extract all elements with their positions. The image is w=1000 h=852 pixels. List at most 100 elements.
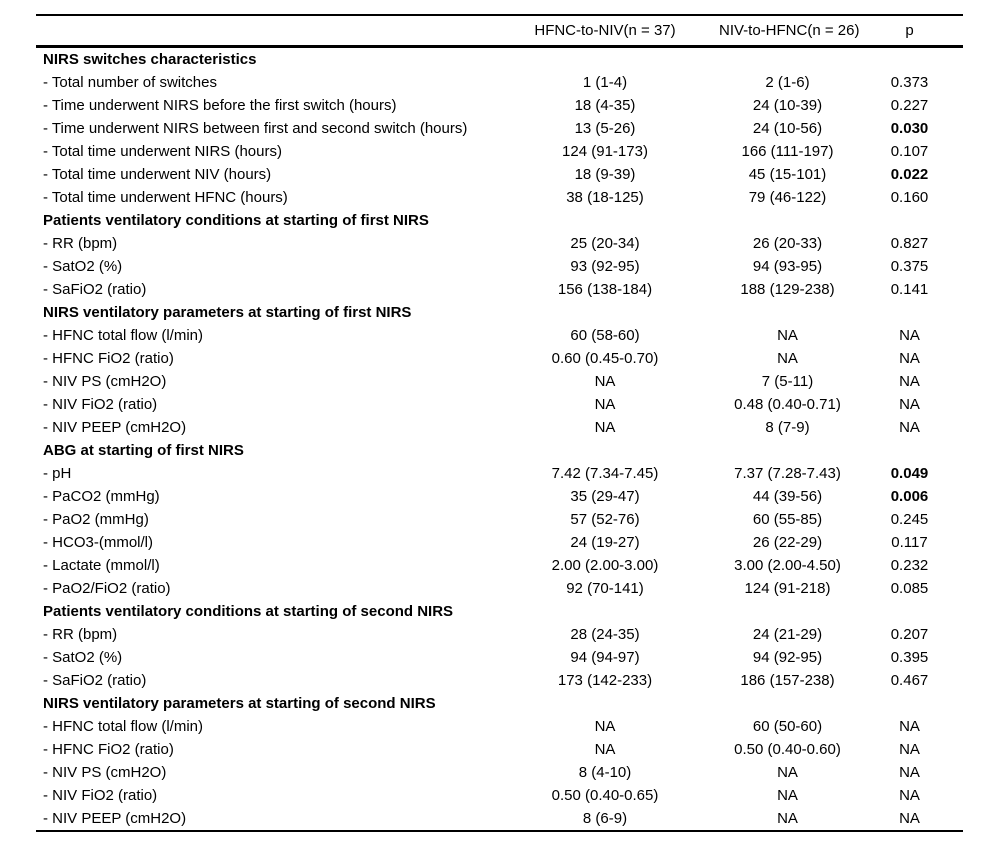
row-label: - RR (bpm) [43,626,118,643]
cell-niv-to-hfnc: 8 (7-9) [765,419,810,436]
table-row: - Total number of switches 1 (1-4) 2 (1-6)… [36,71,963,94]
table-row: - NIV PS (cmH2O) NA 7 (5-11) NA [36,370,963,393]
cell-p-value: 0.827 [890,235,929,252]
cell-niv-to-hfnc: 94 (92-95) [752,649,823,666]
cell-niv-to-hfnc: 186 (157-238) [740,672,835,689]
section-title: ABG at starting of first NIRS [43,442,244,459]
table-row: - Total time underwent NIRS (hours) 124 (… [36,140,963,163]
cell-p-value: NA [899,419,920,436]
cell-hfnc-to-niv: 0.50 (0.40-0.65) [551,787,659,804]
row-label: - NIV PS (cmH2O) [43,373,167,390]
cell-niv-to-hfnc: 0.50 (0.40-0.60) [734,741,841,758]
row-label: - NIV FiO2 (ratio) [43,787,158,804]
row-label: - HFNC total flow (l/min) [43,327,204,344]
cell-p-value: 0.006 [890,488,929,505]
table-row: - HFNC FiO2 (ratio) 0.60 (0.45-0.70) NA NA [36,347,963,370]
table-row: - NIV FiO2 (ratio) 0.50 (0.40-0.65) NA NA [36,784,963,807]
cell-p-value: 0.160 [890,189,929,206]
cell-p-value: 0.022 [890,166,929,183]
cell-niv-to-hfnc: NA [777,764,798,781]
row-label: - SatO2 (%) [43,649,123,666]
cell-niv-to-hfnc: 166 (111-197) [741,143,834,160]
cell-niv-to-hfnc: 44 (39-56) [752,488,823,505]
row-label: - NIV FiO2 (ratio) [43,396,158,413]
cell-hfnc-to-niv: 93 (92-95) [570,258,640,275]
cell-hfnc-to-niv: 92 (70-141) [566,580,644,597]
row-label: - Total time underwent HFNC (hours) [43,189,288,206]
row-label: - NIV PEEP (cmH2O) [36,807,491,832]
cell-p-value: 0.049 [890,465,929,482]
cell-p-value: 0.245 [890,511,929,528]
cell-hfnc-to-niv: 35 (29-47) [570,488,640,505]
cell-niv-to-hfnc: NA [777,327,798,344]
table-header: HFNC-to-NIV(n = 37) NIV-to-HFNC(n = 26) … [36,14,963,48]
header-col-p: p [856,14,963,48]
cell-hfnc-to-niv: NA [594,373,616,390]
cell-niv-to-hfnc: 24 (10-39) [752,97,823,114]
table-row: - NIV PEEP (cmH2O) NA 8 (7-9) NA [36,416,963,439]
cell-p-value: NA [856,807,963,832]
row-label: - PaCO2 (mmHg) [43,488,160,505]
row-label: - Time underwent NIRS before the first s… [43,97,397,114]
cell-niv-to-hfnc: 60 (50-60) [752,718,823,735]
row-label: - HFNC total flow (l/min) [43,718,204,735]
row-label: - SaFiO2 (ratio) [43,672,147,689]
section-header-row: ABG at starting of first NIRS [36,439,963,462]
header-row: HFNC-to-NIV(n = 37) NIV-to-HFNC(n = 26) … [36,14,963,48]
cell-p-value: 0.141 [890,281,929,298]
cell-hfnc-to-niv: NA [594,419,616,436]
cell-p-value: 0.207 [890,626,929,643]
cell-niv-to-hfnc: 45 (15-101) [748,166,827,183]
row-label: - HFNC FiO2 (ratio) [43,350,174,367]
cell-p-value: NA [899,350,920,367]
table-row: - SaFiO2 (ratio) 173 (142-233) 186 (157-23… [36,669,963,692]
table-row: - HFNC total flow (l/min) NA 60 (50-60) NA [36,715,963,738]
cell-hfnc-to-niv: 1 (1-4) [582,74,628,91]
cell-niv-to-hfnc: 7.37 (7.28-7.43) [734,465,841,482]
cell-hfnc-to-niv: 7.42 (7.34-7.45) [551,465,659,482]
table-row: - SatO2 (%) 93 (92-95) 94 (93-95) 0.375 [36,255,963,278]
row-label: - Total number of switches [43,74,217,91]
row-label: - HCO3-(mmol/l) [43,534,153,551]
table-body: NIRS switches characteristics - Total num… [36,47,963,832]
cell-p-value: NA [899,741,920,758]
section-header-row: NIRS ventilatory parameters at starting … [36,692,963,715]
nirs-switch-comparison-table: HFNC-to-NIV(n = 37) NIV-to-HFNC(n = 26) … [36,14,963,832]
cell-p-value: 0.395 [890,649,929,666]
cell-hfnc-to-niv: 28 (24-35) [570,626,640,643]
cell-hfnc-to-niv: NA [594,741,616,758]
cell-hfnc-to-niv: 38 (18-125) [566,189,644,206]
section-header-row: NIRS ventilatory parameters at starting … [36,301,963,324]
section-header-row: Patients ventilatory conditions at start… [36,209,963,232]
table-row: - HFNC total flow (l/min) 60 (58-60) NA NA [36,324,963,347]
cell-niv-to-hfnc: NA [777,787,798,804]
cell-p-value: 0.107 [890,143,929,160]
row-label: - Time underwent NIRS between first and … [43,120,468,137]
table-row: - RR (bpm) 25 (20-34) 26 (20-33) 0.827 [36,232,963,255]
header-col-hfnc-to-niv: HFNC-to-NIV(n = 37) [491,14,719,48]
cell-p-value: NA [899,718,920,735]
cell-niv-to-hfnc: 60 (55-85) [752,511,823,528]
row-label: - SaFiO2 (ratio) [43,281,147,298]
row-label: - Lactate (mmol/l) [43,557,160,574]
table-row: - PaO2/FiO2 (ratio) 92 (70-141) 124 (91-21… [36,577,963,600]
cell-hfnc-to-niv: 2.00 (2.00-3.00) [551,557,659,574]
row-label: - SatO2 (%) [43,258,123,275]
cell-niv-to-hfnc: 0.48 (0.40-0.71) [734,396,841,413]
cell-niv-to-hfnc: 26 (20-33) [752,235,823,252]
cell-hfnc-to-niv: 8 (6-9) [491,807,719,832]
cell-p-value: 0.467 [890,672,929,689]
cell-hfnc-to-niv: NA [594,396,616,413]
cell-niv-to-hfnc: 3.00 (2.00-4.50) [734,557,841,574]
section-title: NIRS ventilatory parameters at starting … [43,304,412,321]
cell-hfnc-to-niv: 94 (94-97) [570,649,640,666]
table-row: - NIV PS (cmH2O) 8 (4-10) NA NA [36,761,963,784]
row-label: - NIV PEEP (cmH2O) [43,419,187,436]
table-row: - SaFiO2 (ratio) 156 (138-184) 188 (129-23… [36,278,963,301]
cell-hfnc-to-niv: 24 (19-27) [570,534,640,551]
cell-p-value: NA [899,396,920,413]
table-row: - Total time underwent NIV (hours) 18 (9-… [36,163,963,186]
cell-hfnc-to-niv: 124 (91-173) [562,143,648,160]
cell-p-value: NA [899,764,920,781]
